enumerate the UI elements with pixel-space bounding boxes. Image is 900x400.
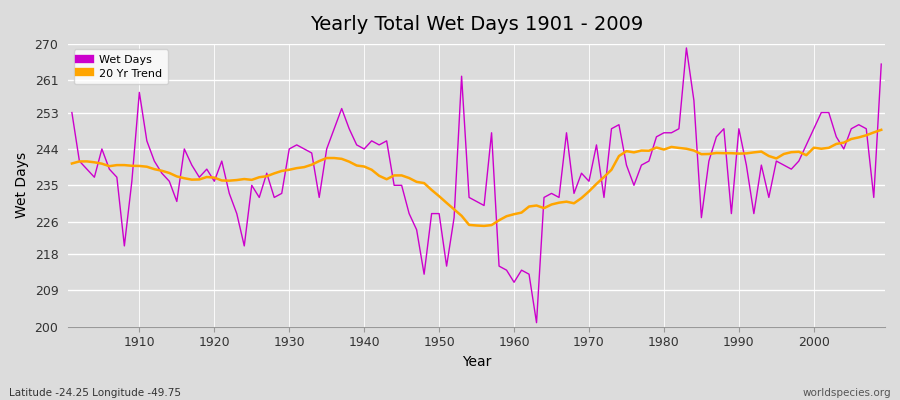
Text: Latitude -24.25 Longitude -49.75: Latitude -24.25 Longitude -49.75 xyxy=(9,388,181,398)
Title: Yearly Total Wet Days 1901 - 2009: Yearly Total Wet Days 1901 - 2009 xyxy=(310,15,644,34)
Wet Days xyxy=(508,280,519,285)
20 Yr Trend xyxy=(292,166,302,170)
Wet Days xyxy=(292,142,302,147)
20 Yr Trend xyxy=(337,156,347,161)
Wet Days xyxy=(531,320,542,325)
Wet Days xyxy=(501,268,512,272)
20 Yr Trend xyxy=(67,161,77,166)
Wet Days xyxy=(127,179,138,184)
20 Yr Trend xyxy=(479,224,490,228)
20 Yr Trend xyxy=(508,212,519,216)
20 Yr Trend xyxy=(127,163,138,168)
Wet Days xyxy=(606,126,616,131)
Wet Days xyxy=(67,110,77,115)
20 Yr Trend xyxy=(516,210,526,215)
Legend: Wet Days, 20 Yr Trend: Wet Days, 20 Yr Trend xyxy=(74,50,168,84)
Y-axis label: Wet Days: Wet Days xyxy=(15,152,29,218)
Wet Days xyxy=(681,46,692,50)
Wet Days xyxy=(876,62,886,66)
Text: worldspecies.org: worldspecies.org xyxy=(803,388,891,398)
20 Yr Trend xyxy=(606,167,616,172)
Wet Days xyxy=(337,106,347,111)
20 Yr Trend xyxy=(876,128,886,132)
Line: 20 Yr Trend: 20 Yr Trend xyxy=(72,130,881,226)
Line: Wet Days: Wet Days xyxy=(72,48,881,323)
X-axis label: Year: Year xyxy=(462,355,491,369)
